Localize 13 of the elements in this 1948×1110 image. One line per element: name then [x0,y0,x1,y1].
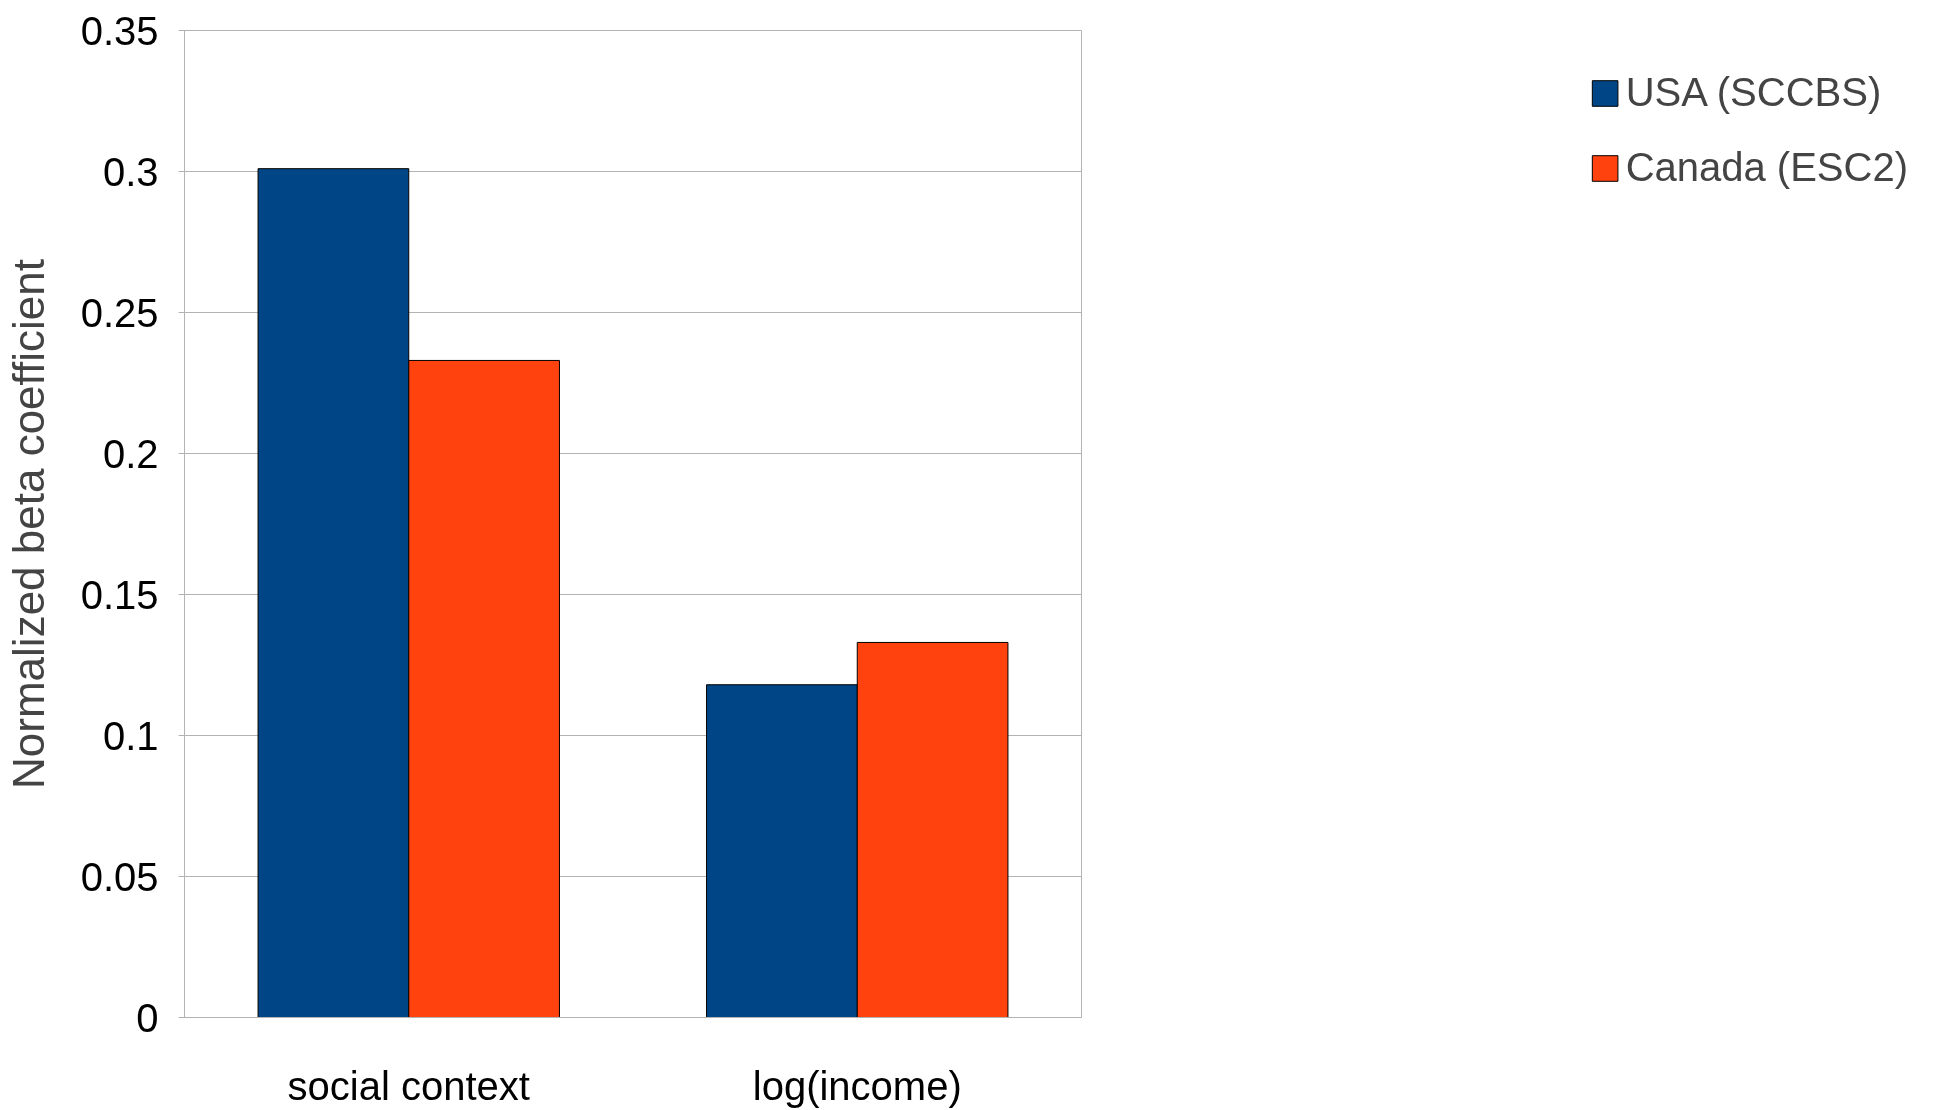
y-tick-label: 0 [136,995,159,1040]
y-tick-label: 0.35 [80,8,159,53]
y-tick-label: 0.15 [80,572,159,617]
y-axis-title: Normalized beta coefficient [3,259,53,789]
y-tick-label: 0.05 [80,854,159,899]
legend-label: USA (SCCBS) [1625,70,1882,115]
x-tick-label: log(income) [752,1063,962,1108]
x-tick-label: social context [287,1063,530,1108]
y-tick-label: 0.25 [80,290,159,335]
y-tick-label: 0.3 [102,149,159,194]
y-tick-label: 0.2 [102,431,159,476]
y-tick-label: 0.1 [102,713,159,758]
legend-label: Canada (ESC2) [1625,145,1908,190]
